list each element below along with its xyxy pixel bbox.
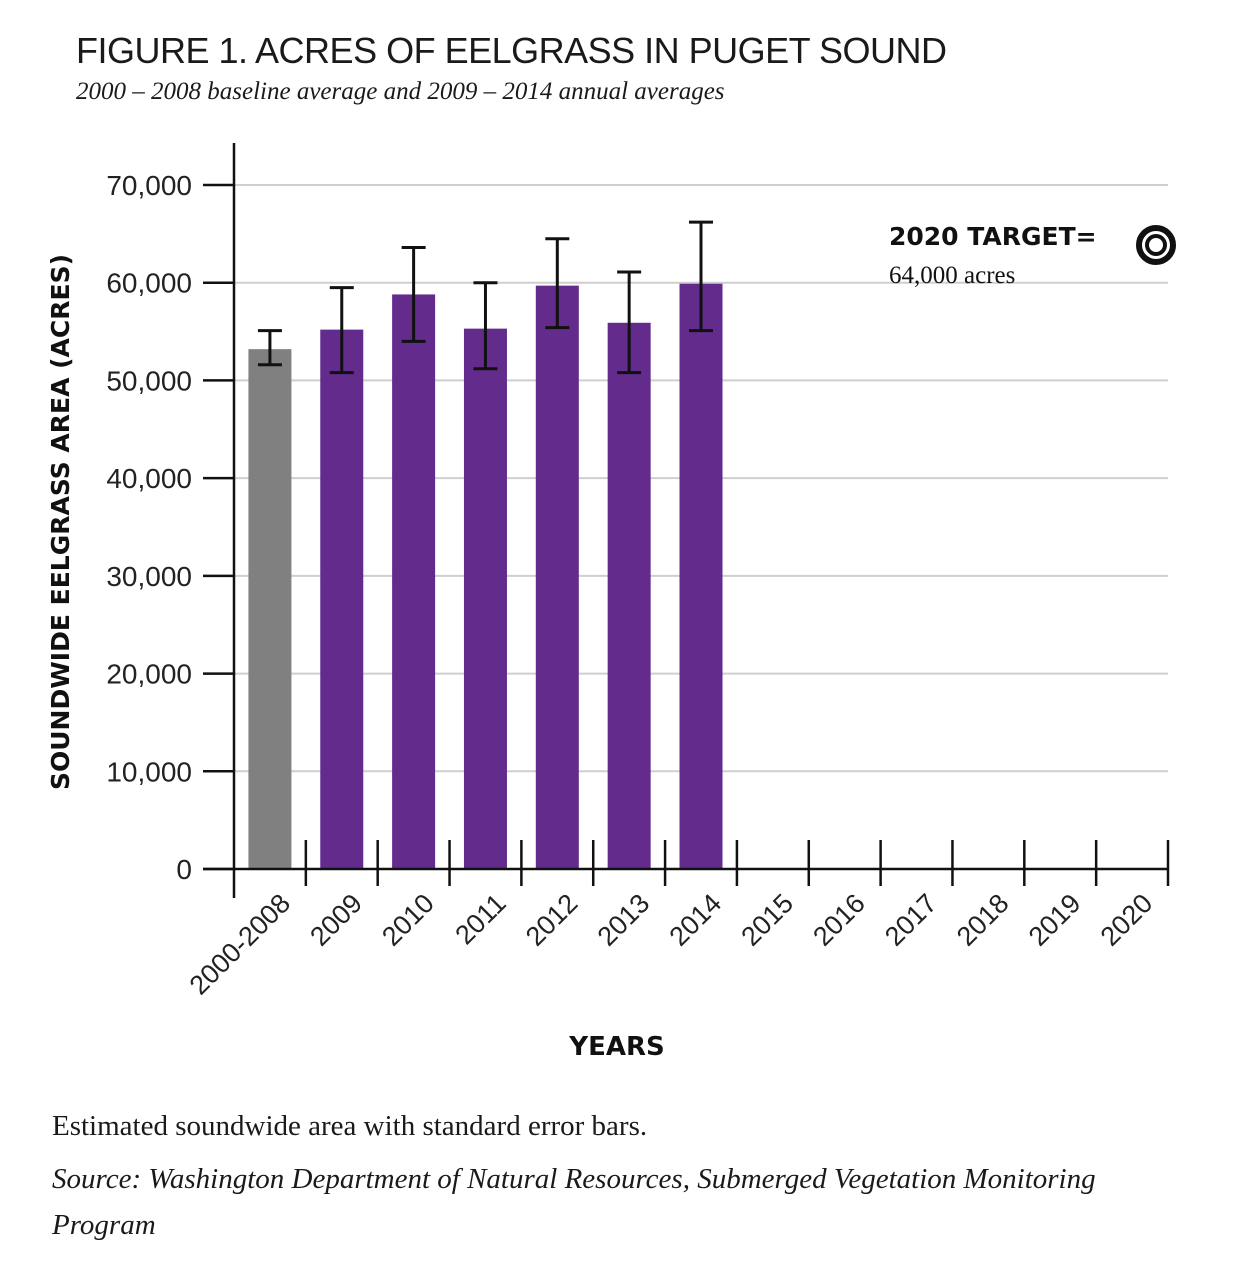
x-tick-label: 2020 <box>1095 888 1159 952</box>
x-tick-label: 2000-2008 <box>184 888 297 1001</box>
target-marker-inner <box>1145 234 1167 256</box>
bar-2012 <box>535 285 579 869</box>
error-bars <box>257 220 713 375</box>
y-axis-tick-labels: 0 10,000 20,000 30,000 40,000 50,000 60,000 70,… <box>106 170 192 885</box>
x-tick-label: 2011 <box>449 888 511 950</box>
x-tick-label: 2013 <box>592 888 656 952</box>
bar-2000-2008 <box>248 349 292 869</box>
y-tick-label: 30,000 <box>106 561 192 592</box>
y-tick-label: 10,000 <box>106 756 192 787</box>
x-axis-label: YEARS <box>568 1032 664 1062</box>
target-marker <box>1136 225 1176 265</box>
x-tick-label: 2015 <box>735 888 799 952</box>
y-axis-label: SOUNDWIDE EELGRASS AREA (ACRES) <box>46 254 75 790</box>
chart-caption: Estimated soundwide area with standard e… <box>52 1110 648 1142</box>
bar-2013 <box>607 322 651 870</box>
y-tick-label: 20,000 <box>106 659 192 690</box>
chart-subtitle: 2000 – 2008 baseline average and 2009 – … <box>76 78 725 105</box>
x-tick-label: 2017 <box>879 888 943 952</box>
y-tick-label: 40,000 <box>106 463 192 494</box>
bar-chart: 0 10,000 20,000 30,000 40,000 50,000 60,000 70,… <box>46 143 1176 1062</box>
target-annotation: 2020 TARGET= 64,000 acres <box>889 222 1176 289</box>
y-tick-label: 60,000 <box>106 268 192 299</box>
axes <box>203 143 1170 898</box>
target-value-label: 64,000 acres <box>889 262 1015 289</box>
y-tick-label: 0 <box>176 854 192 885</box>
bar-2010 <box>392 294 436 869</box>
y-tick-label: 70,000 <box>106 170 192 201</box>
target-label: 2020 TARGET= <box>889 222 1097 251</box>
bars <box>248 283 723 870</box>
bar-2009 <box>320 329 364 869</box>
chart-source: Source: Washington Department of Natural… <box>52 1163 1096 1241</box>
y-tick-label: 50,000 <box>106 365 192 396</box>
bar-2014 <box>679 283 723 870</box>
x-axis-tick-labels: 2000-2008 2009 2010 2011 2012 2013 2014 2015 201… <box>184 888 1159 1001</box>
x-tick-label: 2018 <box>951 888 1015 952</box>
x-tick-label: 2010 <box>376 888 440 952</box>
bar-2011 <box>463 328 507 869</box>
chart-title: FIGURE 1. ACRES OF EELGRASS IN PUGET SOU… <box>76 30 947 71</box>
x-tick-label: 2014 <box>664 888 728 952</box>
x-tick-label: 2009 <box>304 888 368 952</box>
x-tick-label: 2019 <box>1023 888 1087 952</box>
x-tick-label: 2012 <box>520 888 584 952</box>
x-tick-label: 2016 <box>807 888 871 952</box>
